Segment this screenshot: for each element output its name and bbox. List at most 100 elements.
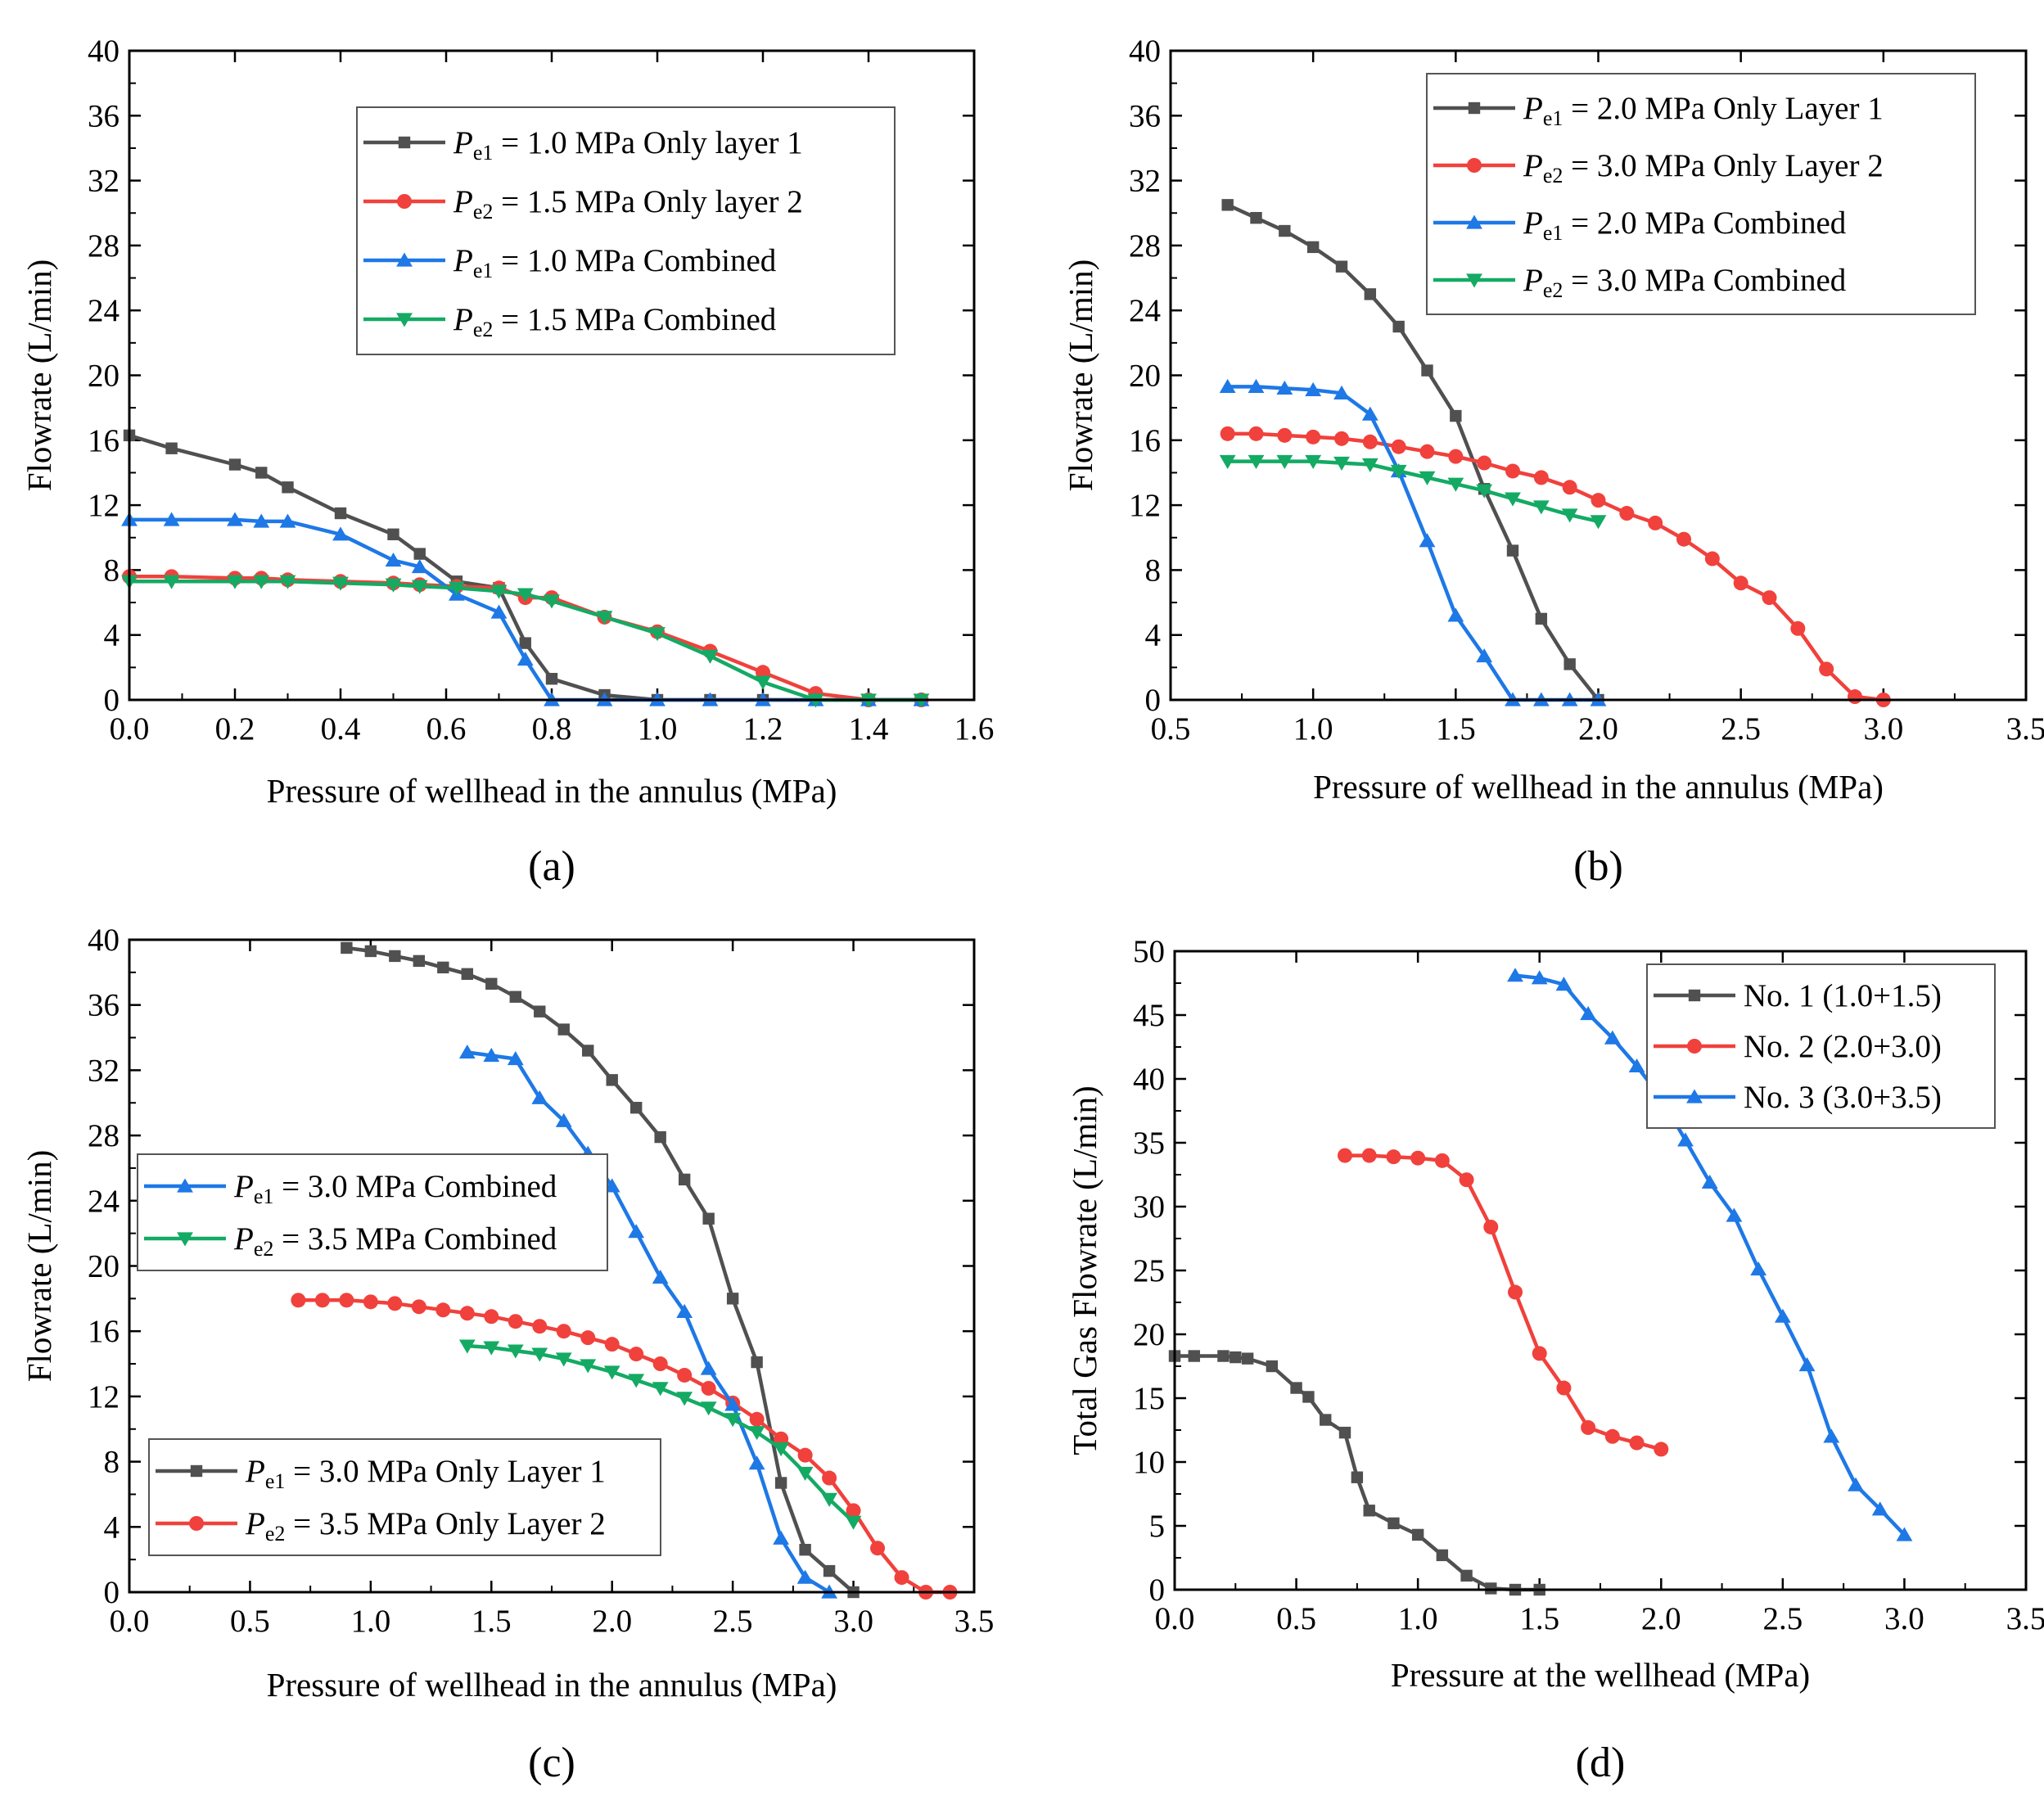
- series-line-red: [1227, 431, 1884, 702]
- panel-label: (a): [528, 843, 575, 890]
- data-point: [1507, 968, 1523, 982]
- legend-label: Pe1 = 3.0 MPa Only Layer 1: [245, 1454, 606, 1493]
- series-green: [1219, 454, 1607, 530]
- data-point: [1306, 429, 1321, 444]
- x-tick-label: 2.0: [592, 1604, 632, 1639]
- data-point: [652, 1269, 669, 1284]
- legend-marker: [398, 136, 411, 149]
- y-tick-label: 4: [104, 618, 120, 653]
- data-point: [1447, 477, 1464, 492]
- legend-label: Pe2 = 3.5 MPa Combined: [233, 1221, 557, 1261]
- legend-marker: [190, 1464, 203, 1478]
- data-point: [490, 584, 508, 599]
- data-point: [1460, 1569, 1473, 1582]
- legend: No. 1 (1.0+1.5) No. 2 (2.0+3.0) No. 3 (3.0…: [1646, 963, 1996, 1129]
- legend: Pe1 = 3.0 MPa Only Layer 1 Pe2 = 3.5 MPa …: [148, 1438, 661, 1556]
- data-point: [1848, 689, 1862, 705]
- data-point: [1419, 444, 1435, 459]
- data-point: [751, 1356, 763, 1369]
- x-tick-label: 2.5: [1721, 711, 1761, 747]
- data-point: [1188, 1350, 1200, 1362]
- data-point: [774, 1477, 787, 1489]
- chart-panel-d: 0.0 0.5 1.0 1.5 2.0 2.5 3.0 3.5 0 5 10 15 20 25 30 35 40…: [1066, 934, 2044, 1786]
- data-point: [517, 651, 534, 666]
- legend-label: Pe1 = 2.0 MPa Combined: [1523, 205, 1847, 245]
- legend-marker: [177, 1232, 193, 1247]
- data-point: [701, 1380, 716, 1396]
- data-point: [458, 1045, 476, 1059]
- data-point: [364, 945, 377, 958]
- data-point: [1505, 492, 1521, 507]
- data-point: [1279, 224, 1291, 237]
- y-tick-label: 0: [1145, 683, 1162, 718]
- data-point: [821, 1492, 837, 1507]
- data-point: [894, 1570, 909, 1586]
- data-point: [413, 548, 426, 560]
- data-point: [531, 1347, 548, 1362]
- data-point: [332, 526, 349, 541]
- y-tick-label: 20: [88, 1249, 120, 1284]
- y-tick-label: 32: [88, 164, 120, 199]
- data-point: [387, 528, 399, 540]
- data-point: [773, 1530, 790, 1545]
- data-point: [387, 1296, 403, 1311]
- data-point: [1506, 544, 1519, 557]
- legend-marker: [177, 1178, 193, 1193]
- y-tick-label: 8: [104, 1445, 120, 1480]
- series-red: [291, 1293, 958, 1600]
- data-point: [1604, 1428, 1620, 1444]
- x-tick-label: 1.0: [1293, 711, 1333, 747]
- data-point: [1387, 1517, 1400, 1530]
- data-point: [1561, 508, 1578, 523]
- data-point: [227, 575, 243, 589]
- data-point: [1361, 1148, 1377, 1163]
- y-axis-title: Flowrate (L/min): [20, 259, 58, 492]
- data-point: [1485, 1582, 1497, 1595]
- data-point: [845, 1515, 862, 1530]
- data-point: [1306, 241, 1320, 254]
- y-tick-label: 40: [1133, 1062, 1165, 1097]
- data-point: [606, 1074, 618, 1086]
- y-tick-label: 16: [88, 1314, 120, 1349]
- chart-panel-b: 0.5 1.0 1.5 2.0 2.5 3.0 3.5 0 4 8 12 16 20 24 28 32 36 40…: [1062, 34, 2044, 890]
- data-point: [483, 1341, 500, 1356]
- legend-label: Pe2 = 1.5 MPa Combined: [453, 302, 777, 341]
- data-point: [1704, 551, 1720, 566]
- data-point: [279, 575, 296, 589]
- data-point: [1591, 493, 1606, 508]
- series-line-blue: [129, 517, 922, 702]
- y-tick-label: 32: [1129, 164, 1161, 199]
- data-point: [385, 553, 402, 567]
- data-point: [604, 1337, 620, 1352]
- series-line-red: [298, 1298, 950, 1595]
- data-point: [1419, 533, 1436, 548]
- data-point: [1533, 470, 1549, 485]
- data-point: [1871, 1501, 1888, 1516]
- data-point: [507, 1051, 524, 1066]
- y-tick-label: 25: [1133, 1253, 1165, 1288]
- data-point: [458, 1339, 476, 1354]
- data-point: [1333, 456, 1350, 472]
- series-blue: [458, 1045, 837, 1599]
- data-point: [1290, 1382, 1302, 1394]
- data-point: [332, 576, 349, 591]
- y-tick-label: 8: [1145, 553, 1162, 588]
- data-point: [255, 467, 268, 479]
- data-point: [531, 1090, 548, 1104]
- y-tick-label: 36: [88, 988, 120, 1023]
- data-point: [678, 1173, 691, 1186]
- data-point: [649, 627, 666, 642]
- series-blue: [1219, 378, 1607, 706]
- data-point: [1459, 1172, 1474, 1188]
- data-point: [437, 961, 449, 974]
- x-tick-label: 0.0: [110, 711, 150, 747]
- data-point: [413, 954, 426, 968]
- data-point: [822, 1470, 837, 1486]
- data-point: [1648, 515, 1663, 530]
- data-point: [1798, 1356, 1816, 1372]
- data-point: [1362, 434, 1378, 449]
- data-point: [702, 1212, 715, 1225]
- y-tick-label: 24: [88, 293, 120, 328]
- y-tick-label: 28: [88, 228, 120, 264]
